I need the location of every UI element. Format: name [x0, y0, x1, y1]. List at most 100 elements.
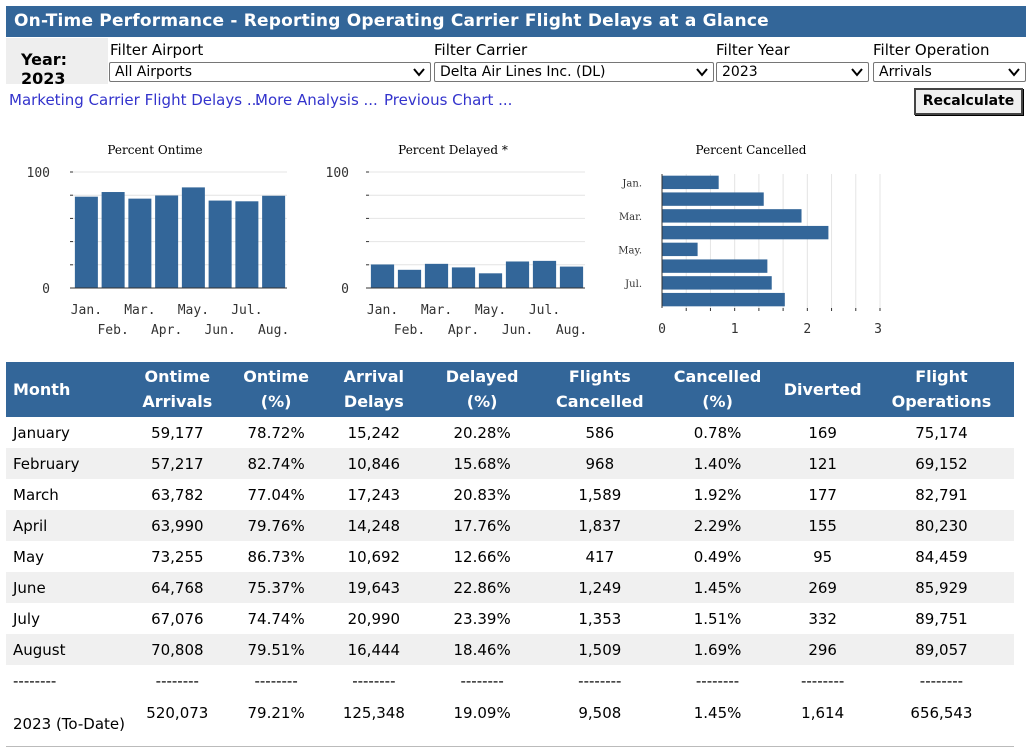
table-cell: 1.92% — [658, 479, 777, 510]
table-cell: 79.21% — [227, 696, 325, 752]
chart-title: Percent Delayed * — [398, 143, 508, 157]
bar — [662, 276, 772, 290]
x-tick-label: 2 — [803, 322, 811, 337]
table-cell: 79.76% — [227, 510, 325, 541]
y-tick-label: 100 — [27, 166, 50, 181]
column-header: Ontime Arrivals — [126, 362, 228, 417]
table-row: June 64,768 75.37% 19,643 22.86% 1,249 1.45% 26… — [6, 572, 1014, 603]
bar — [505, 261, 530, 288]
x-tick-label: Feb. — [97, 323, 128, 338]
table-cell: 16,444 — [324, 634, 424, 665]
column-header: Month — [6, 362, 127, 417]
table-cell: -------- — [6, 665, 127, 696]
table-cell: 1,249 — [540, 572, 659, 603]
bar — [662, 192, 764, 206]
table-cell: -------- — [227, 665, 325, 696]
y-tick-label: 0 — [341, 282, 349, 297]
recalculate-button[interactable]: Recalculate — [914, 88, 1023, 115]
table-cell: 69,152 — [868, 448, 1014, 479]
y-tick-label: 100 — [326, 166, 349, 181]
filter-row: Year: 2023 Filter Airport All Airports F… — [6, 38, 1026, 88]
table-cell: 269 — [776, 572, 869, 603]
table-cell: 9,508 — [540, 696, 659, 752]
charts-area: Percent Ontime1000Jan.Feb.Mar.Apr.May.Ju… — [27, 143, 882, 338]
table-header-row: Month Ontime Arrivals Ontime (%) Arrival Delay… — [6, 362, 1014, 417]
table-cell: 84,459 — [868, 541, 1014, 572]
column-header: Ontime (%) — [227, 362, 325, 417]
chevron-down-icon — [1008, 68, 1020, 77]
column-header-label: Cancelled — [673, 367, 762, 386]
table-cell: 332 — [776, 603, 869, 634]
table-cell: 79.51% — [227, 634, 325, 665]
table-cell: 1,589 — [540, 479, 659, 510]
filter-operation-select[interactable]: Arrivals — [873, 62, 1026, 82]
table-cell: 520,073 — [126, 696, 228, 752]
column-header-label: Diverted — [783, 379, 862, 399]
bar — [235, 201, 259, 288]
table-cell: 89,057 — [868, 634, 1014, 665]
table-cell: 10,692 — [324, 541, 424, 572]
table-cell: 85,929 — [868, 572, 1014, 603]
table-cell: 74.74% — [227, 603, 325, 634]
bar — [662, 225, 829, 240]
y-tick-label: May. — [618, 245, 642, 256]
filter-year-select[interactable]: 2023 — [716, 62, 869, 82]
chevron-down-icon — [851, 68, 863, 77]
table-cell: 968 — [540, 448, 659, 479]
page-title: On-Time Performance - Reporting Operatin… — [14, 11, 769, 31]
table-cell: -------- — [126, 665, 228, 696]
bar — [397, 269, 422, 288]
column-header: Cancelled (%) — [658, 362, 777, 417]
table-cell: 121 — [776, 448, 869, 479]
table-cell: 177 — [776, 479, 869, 510]
table-cell: 586 — [540, 417, 659, 448]
link-previous-chart[interactable]: Previous Chart ... — [384, 91, 513, 109]
table-cell: 1,509 — [540, 634, 659, 665]
table-cell: 0.78% — [658, 417, 777, 448]
table-cell: 169 — [776, 417, 869, 448]
table-cell: -------- — [658, 665, 777, 696]
table-cell: 1.69% — [658, 634, 777, 665]
column-header-label: Delays — [343, 392, 404, 411]
table-cell: 70,808 — [126, 634, 228, 665]
table-cell: 12.66% — [423, 541, 541, 572]
table-cell: 64,768 — [126, 572, 228, 603]
bar — [662, 175, 719, 190]
table-cell: 1.45% — [658, 696, 777, 752]
table-row: February 57,217 82.74% 10,846 15.68% 968 1.40%… — [6, 448, 1014, 479]
bar — [662, 209, 802, 223]
filter-carrier-select[interactable]: Delta Air Lines Inc. (DL) — [434, 62, 714, 82]
bar — [559, 266, 584, 288]
table-row: -------- -------- -------- -------- --------… — [6, 665, 1014, 696]
table-cell: 82,791 — [868, 479, 1014, 510]
table-cell: 1.40% — [658, 448, 777, 479]
table-cell: 20.28% — [423, 417, 541, 448]
y-tick-label: Jan. — [621, 178, 642, 189]
filter-carrier-label: Filter Carrier — [434, 41, 528, 59]
column-header-label: Arrivals — [142, 392, 213, 411]
bar — [262, 195, 286, 288]
table-cell: -------- — [423, 665, 541, 696]
column-header: Flights Cancelled — [540, 362, 659, 417]
column-header-label: Flight — [915, 367, 968, 386]
table-cell: 63,782 — [126, 479, 228, 510]
table-cell: 73,255 — [126, 541, 228, 572]
link-more-analysis[interactable]: More Analysis ... — [255, 91, 378, 109]
bar — [74, 196, 98, 288]
x-tick-label: Aug. — [258, 323, 289, 338]
x-tick-label: Mar. — [421, 303, 452, 318]
table-cell: 75,174 — [868, 417, 1014, 448]
table-cell: 95 — [776, 541, 869, 572]
filter-airport-select[interactable]: All Airports — [109, 62, 431, 82]
column-header-label: Cancelled — [556, 392, 644, 411]
table-cell: 80,230 — [868, 510, 1014, 541]
table-cell: 75.37% — [227, 572, 325, 603]
y-tick-label: Jul. — [624, 279, 642, 290]
table-cell: -------- — [324, 665, 424, 696]
link-marketing-carrier-delays[interactable]: Marketing Carrier Flight Delays ... — [9, 91, 262, 109]
column-header-label: Operations — [891, 392, 992, 411]
filter-airport-label: Filter Airport — [110, 41, 204, 59]
filter-carrier-value: Delta Air Lines Inc. (DL) — [440, 64, 606, 80]
table-cell: January — [6, 417, 127, 448]
table-cell: 1,614 — [776, 696, 869, 752]
